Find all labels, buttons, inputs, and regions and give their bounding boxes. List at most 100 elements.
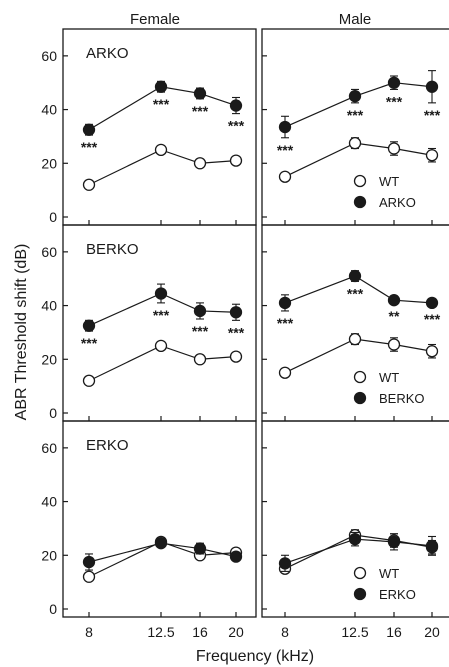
significance-marker: ***	[386, 93, 403, 109]
wt-series-line	[88, 345, 237, 382]
y-tick-label: 20	[41, 351, 57, 367]
panel-0-0: 0 20 40 60 ARKO *** *** *** ***	[41, 28, 257, 226]
ko-point	[425, 80, 439, 93]
y-tick-label: 40	[41, 494, 57, 510]
ko-point	[82, 319, 96, 332]
significance-marker: ***	[277, 315, 294, 331]
wt-point	[425, 149, 439, 162]
x-tick-label: 12.5	[341, 624, 368, 640]
x-tick-label: 8	[281, 624, 289, 640]
legend-wt-label: WT	[379, 174, 399, 189]
significance-marker: ***	[347, 285, 364, 301]
wt-series-line	[88, 149, 237, 186]
wt-point	[82, 374, 96, 387]
ko-point	[193, 542, 207, 555]
panel-1-0: 0 20 40 60 BERKO *** *** *** ***	[41, 224, 257, 422]
ko-point	[425, 539, 439, 553]
panel-frame	[62, 420, 257, 618]
wt-point	[348, 332, 362, 346]
legend-wt-label: WT	[379, 370, 399, 385]
legend-ko-marker	[353, 195, 367, 209]
panel-2-1: 8 12.5 16 20 WT ERKO	[261, 420, 449, 640]
ko-series-line	[284, 538, 433, 564]
wt-point	[154, 339, 168, 353]
wt-point	[387, 142, 401, 155]
significance-marker: ***	[192, 323, 209, 339]
y-tick-label: 40	[41, 298, 57, 314]
significance-marker: ***	[81, 139, 98, 155]
wt-point	[278, 170, 292, 183]
legend-ko-marker	[353, 587, 367, 601]
wt-point	[193, 353, 207, 366]
ko-point	[154, 537, 168, 550]
panel-2-0: 0 20 40 60 ERKO 8 12.5 16 20	[41, 420, 257, 640]
significance-marker: ***	[81, 335, 98, 351]
ko-point	[82, 555, 96, 569]
wt-point	[425, 345, 439, 358]
ko-point	[348, 533, 362, 546]
panel-frame	[261, 420, 449, 618]
x-tick-label: 20	[424, 624, 440, 640]
wt-point	[82, 570, 96, 583]
y-tick-label: 60	[41, 48, 57, 64]
y-tick-label: 0	[49, 405, 57, 421]
ko-series-line	[284, 82, 433, 128]
legend-wt-marker	[353, 370, 367, 384]
column-title-male: Male	[339, 11, 372, 28]
wt-series-line	[284, 142, 433, 178]
panel-grid: 0 20 40 60 ARKO *** *** *** *** *** *** *** *** WT ARK…	[41, 28, 449, 640]
panel-label: ARKO	[86, 45, 129, 62]
legend-ko-label: ERKO	[379, 587, 416, 602]
ko-point	[154, 287, 168, 300]
ko-point	[154, 80, 168, 93]
legend-wt-label: WT	[379, 566, 399, 581]
wt-point	[278, 366, 292, 379]
legend-ko-marker	[353, 391, 367, 405]
wt-series-line	[88, 541, 237, 578]
legend-ko-label: BERKO	[379, 391, 425, 406]
column-title-female: Female	[130, 11, 180, 28]
significance-marker: ***	[153, 307, 170, 323]
ko-point	[278, 557, 292, 570]
ko-series-line	[88, 542, 237, 563]
significance-marker: ***	[153, 96, 170, 112]
ko-series-line	[88, 292, 237, 327]
wt-point	[348, 136, 362, 150]
y-tick-label: 0	[49, 209, 57, 225]
ko-point	[229, 306, 243, 319]
legend-ko-label: ARKO	[379, 195, 416, 210]
ko-point	[193, 87, 207, 100]
y-tick-label: 20	[41, 155, 57, 171]
x-axis-title: Frequency (kHz)	[196, 648, 314, 665]
significance-marker: ***	[424, 311, 441, 327]
ko-point	[387, 76, 401, 89]
ko-point	[387, 294, 401, 307]
wt-point	[154, 143, 168, 157]
significance-marker: ***	[424, 107, 441, 123]
ko-point	[278, 296, 292, 310]
x-tick-label: 8	[85, 624, 93, 640]
y-tick-label: 0	[49, 601, 57, 617]
significance-marker: **	[389, 308, 400, 324]
panel-0-1: *** *** *** *** WT ARKO	[261, 28, 449, 226]
y-axis-title: ABR Threshold shift (dB)	[13, 244, 30, 421]
y-tick-label: 20	[41, 547, 57, 563]
wt-point	[387, 338, 401, 351]
ko-point	[387, 535, 401, 549]
ko-point	[425, 296, 439, 310]
ko-point	[348, 269, 362, 283]
wt-point	[193, 157, 207, 170]
x-tick-label: 16	[192, 624, 208, 640]
y-tick-label: 40	[41, 102, 57, 118]
x-tick-label: 12.5	[147, 624, 174, 640]
significance-marker: ***	[347, 107, 364, 123]
ko-point	[193, 304, 207, 318]
panel-label: BERKO	[86, 241, 139, 258]
x-tick-label: 16	[386, 624, 402, 640]
wt-series-line	[284, 338, 433, 374]
significance-marker: ***	[277, 142, 294, 158]
legend-wt-marker	[353, 566, 367, 580]
y-tick-label: 60	[41, 244, 57, 260]
